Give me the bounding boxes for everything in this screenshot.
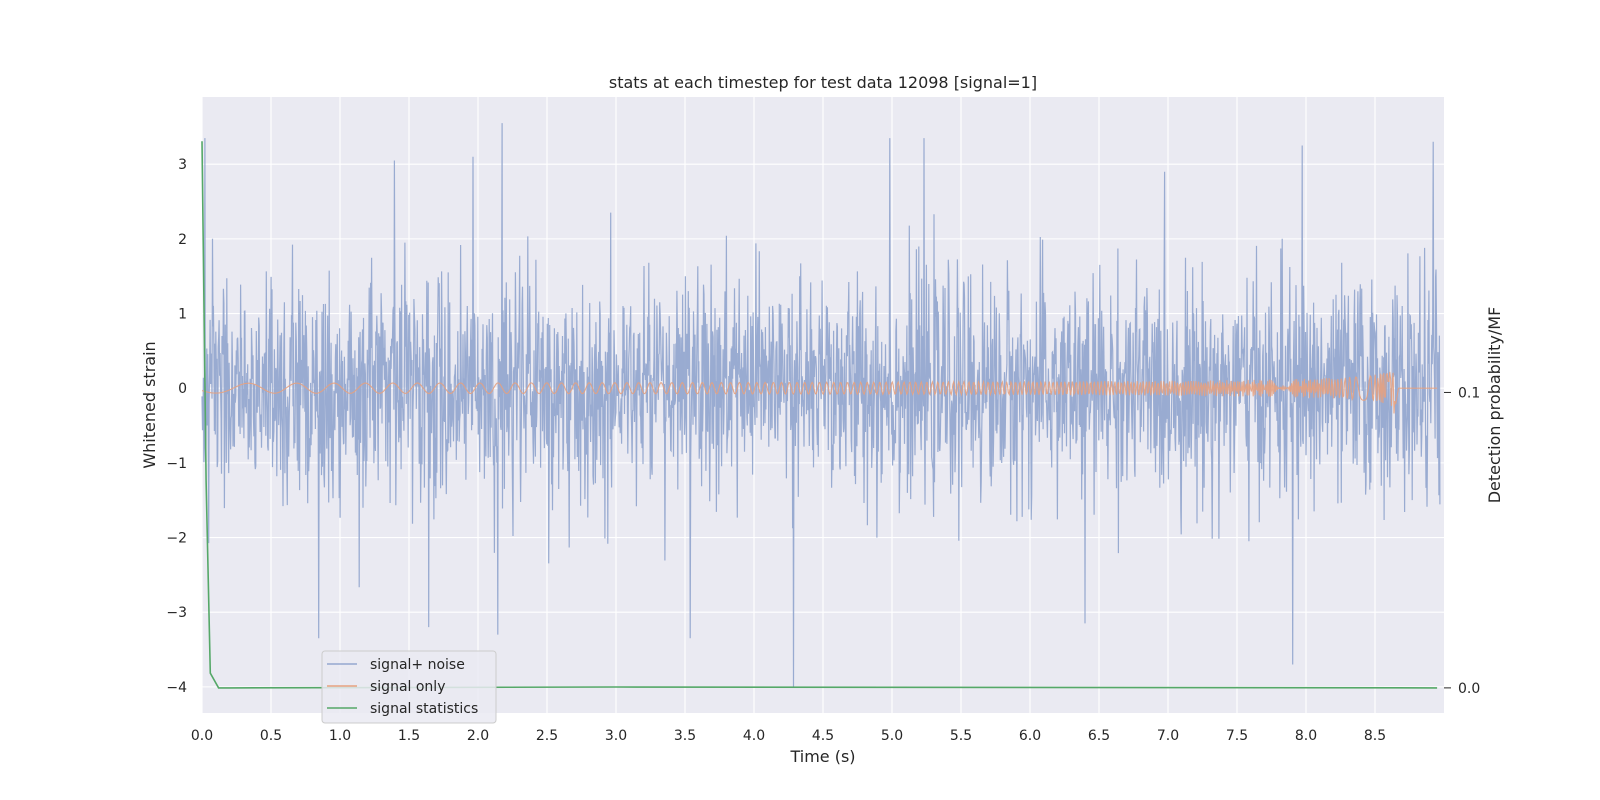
x-tick-label: 2.0 [467,728,489,744]
x-tick-label: 4.0 [743,728,765,744]
tick-labels: 0.0 0.5 1.0 1.5 2.0 2.5 3.0 3.5 4.0 4.5 5.0 5.5 6.0 6… [166,157,1480,744]
y-tick-label: 3 [178,157,187,173]
x-tick-label: 6.5 [1088,728,1110,744]
y-tick-label: −2 [166,531,187,547]
legend-label-signal-only: signal only [370,679,445,695]
x-tick-label: 3.0 [605,728,627,744]
series-layer [201,123,1441,689]
legend-label-signal-statistics: signal statistics [370,701,478,717]
x-tick-label: 2.5 [536,728,558,744]
y2-axis-label: Detection probability/MF [1485,307,1504,504]
y-tick-label: 1 [178,307,187,323]
y-axis-label: Whitened strain [140,341,159,468]
y-tick-label: −3 [166,605,187,621]
x-tick-label: 8.0 [1295,728,1317,744]
x-tick-label: 0.0 [191,728,213,744]
series-signal-noise-line [201,123,1441,687]
x-tick-label: 7.0 [1157,728,1179,744]
x-tick-label: 3.5 [674,728,696,744]
x-axis-label: Time (s) [789,747,855,766]
x-tick-label: 8.5 [1364,728,1386,744]
y-tick-label: 0 [178,381,187,397]
x-tick-label: 5.5 [950,728,972,744]
y-tick-label: 2 [178,232,187,248]
series-signal-statistics-line [201,141,1438,689]
x-tick-label: 0.5 [260,728,282,744]
y2-tick-label: 0.0 [1458,681,1480,697]
x-tick-label: 1.5 [398,728,420,744]
x-tick-label: 7.5 [1226,728,1248,744]
legend-label-signal-noise: signal+ noise [370,657,465,673]
x-tick-label: 1.0 [329,728,351,744]
y-tick-label: −1 [166,456,187,472]
y2-tick-label: 0.1 [1458,385,1480,401]
legend-box [321,650,497,724]
x-tick-label: 6.0 [1019,728,1041,744]
legend: signal+ noise signal only signal statist… [321,650,497,724]
x-tick-label: 4.5 [812,728,834,744]
y-tick-label: −4 [166,680,187,696]
x-tick-label: 5.0 [881,728,903,744]
series-signal-only-line [201,371,1438,414]
chart-title: stats at each timestep for test data 120… [609,73,1037,92]
